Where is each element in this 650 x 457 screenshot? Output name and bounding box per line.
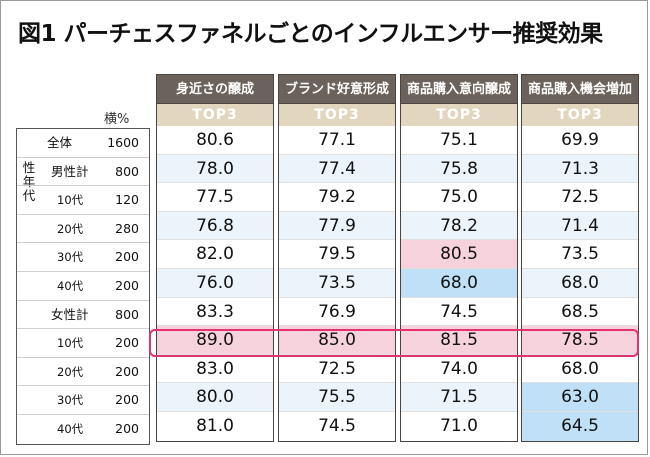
value-cell: 72.5 [522, 183, 638, 212]
value-cell: 71.4 [522, 211, 638, 241]
row-label-text: 20代 [57, 364, 84, 379]
row-label: 10代 200 [17, 329, 149, 358]
metric-column: 商品購入機会増加 TOP3 69.9 71.3 72.5 71.4 73.5 68.0 68.5… [521, 74, 639, 442]
row-label: 男性計 800 [17, 158, 149, 187]
value-cell: 77.4 [279, 154, 395, 184]
value-cell: 78.2 [401, 211, 517, 241]
row-label-text: 女性計 [51, 306, 89, 322]
row-label: 20代 280 [17, 215, 149, 244]
sample-size: 280 [115, 220, 139, 236]
column-header: 身近さの醸成 [156, 74, 274, 104]
value-cell: 85.0 [279, 326, 395, 355]
value-cell: 83.0 [157, 354, 273, 384]
value-cell: 69.9 [522, 126, 638, 155]
value-cell: 80.5 [401, 240, 517, 269]
value-cell: 76.0 [157, 268, 273, 298]
sample-size: 800 [115, 163, 139, 179]
row-label-text: 30代 [57, 393, 84, 408]
sample-size: 200 [115, 249, 139, 265]
value-cell: 74.5 [279, 411, 395, 441]
value-cell: 64.5 [522, 411, 638, 441]
value-cell: 71.0 [401, 411, 517, 441]
value-cell: 89.0 [157, 326, 273, 355]
row-label: 20代 200 [17, 358, 149, 387]
sample-size: 200 [115, 277, 139, 293]
row-label: 10代 120 [17, 186, 149, 215]
value-cell: 75.0 [401, 183, 517, 212]
value-cell: 71.3 [522, 154, 638, 184]
column-subheader: TOP3 [400, 104, 518, 126]
column-subheader: TOP3 [521, 104, 639, 126]
row-label: 40代 200 [17, 415, 149, 444]
row-label-text: 10代 [57, 336, 84, 351]
column-subheader: TOP3 [278, 104, 396, 126]
row-label-text: 40代 [57, 421, 84, 436]
value-cell: 68.0 [522, 354, 638, 384]
metric-column: 身近さの醸成 TOP3 80.6 78.0 77.5 76.8 82.0 76.0 83.3 89… [156, 74, 274, 442]
metric-column: 商品購入意向醸成 TOP3 75.1 75.8 75.0 78.2 80.5 68.0 74.5… [400, 74, 518, 442]
value-cell: 81.0 [157, 411, 273, 441]
sample-size: 200 [115, 392, 139, 408]
column-subheader: TOP3 [156, 104, 274, 126]
value-cell: 79.5 [279, 240, 395, 269]
column-header: ブランド好意形成 [278, 74, 396, 104]
sample-size: 120 [115, 192, 139, 208]
value-cell: 77.1 [279, 126, 395, 155]
value-cell: 74.5 [401, 297, 517, 327]
row-label-text: 全体 [47, 135, 73, 150]
sample-size: 200 [115, 335, 139, 351]
value-cell: 83.3 [157, 297, 273, 327]
figure-title: 図1 パーチェスファネルごとのインフルエンサー推奨効果 [18, 21, 603, 47]
column-header: 商品購入意向醸成 [400, 74, 518, 104]
row-label-text: 30代 [57, 250, 84, 265]
sample-size: 1600 [107, 135, 139, 150]
value-cell: 75.5 [279, 383, 395, 412]
sample-size: 800 [115, 306, 139, 322]
value-cell: 80.6 [157, 126, 273, 155]
row-label: 女性計 800 [17, 301, 149, 330]
value-cell: 71.5 [401, 383, 517, 412]
value-cell: 77.9 [279, 211, 395, 241]
row-label: 全体 1600 [17, 129, 149, 158]
value-cell: 77.5 [157, 183, 273, 212]
row-label-text: 10代 [57, 193, 84, 208]
value-cell: 80.0 [157, 383, 273, 412]
value-cell: 68.5 [522, 297, 638, 327]
row-label-text: 男性計 [51, 163, 89, 179]
value-cell: 68.0 [401, 268, 517, 298]
row-label: 30代 200 [17, 243, 149, 272]
value-cell: 82.0 [157, 240, 273, 269]
row-label: 40代 200 [17, 272, 149, 301]
value-cell: 73.5 [522, 240, 638, 269]
value-cell: 76.8 [157, 211, 273, 241]
value-cell: 74.0 [401, 354, 517, 384]
sample-size: 200 [115, 420, 139, 436]
value-cell: 75.8 [401, 154, 517, 184]
sample-size-header: 横% [104, 112, 130, 127]
column-header: 商品購入機会増加 [521, 74, 639, 104]
value-cell: 73.5 [279, 268, 395, 298]
value-cell: 63.0 [522, 383, 638, 412]
value-cell: 72.5 [279, 354, 395, 384]
value-cell: 75.1 [401, 126, 517, 155]
value-cell: 81.5 [401, 326, 517, 355]
row-label-table: 性年代 全体 1600 男性計 800 10代 120 20代 280 30代 200 40代 200… [16, 128, 150, 445]
value-cell: 79.2 [279, 183, 395, 212]
gender-age-label: 性年代 [22, 160, 36, 203]
row-label-text: 20代 [57, 221, 84, 236]
value-cell: 78.0 [157, 154, 273, 184]
value-cell: 78.5 [522, 326, 638, 355]
metric-column: ブランド好意形成 TOP3 77.1 77.4 79.2 77.9 79.5 73.5 76.9… [278, 74, 396, 442]
value-cell: 68.0 [522, 268, 638, 298]
row-label-text: 40代 [57, 278, 84, 293]
value-cell: 76.9 [279, 297, 395, 327]
row-label: 30代 200 [17, 386, 149, 415]
sample-size: 200 [115, 363, 139, 379]
